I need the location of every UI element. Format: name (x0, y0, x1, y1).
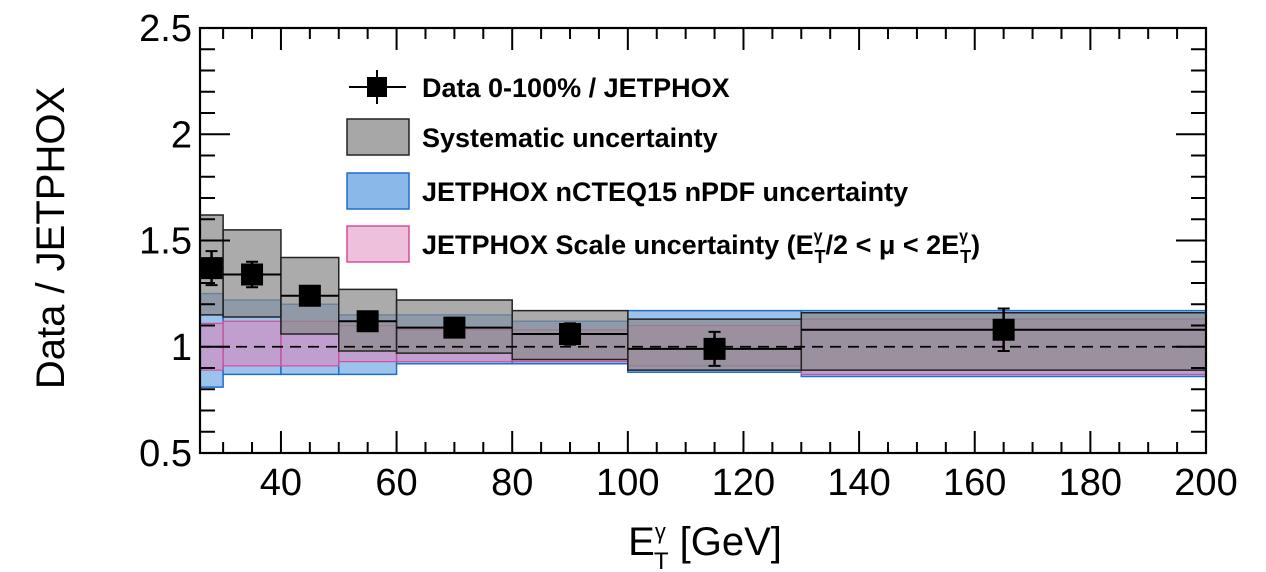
scale-label-gamma1: γ (814, 228, 823, 245)
x-axis-label-sup: γ (655, 519, 666, 544)
x-tick-label-160: 160 (943, 462, 1006, 504)
legend: Data 0-100% / JETPHOX Systematic uncerta… (346, 70, 980, 267)
legend-data-marker (367, 77, 387, 97)
x-tick-label-40: 40 (260, 462, 302, 504)
scale-label-mid: /2 < μ < 2E (826, 230, 960, 260)
legend-label-scale: JETPHOX Scale uncertainty (Eγ T/2 < μ < 2… (422, 228, 980, 267)
legend-label-npdf: JETPHOX nCTEQ15 nPDF uncertainty (422, 177, 908, 207)
data-marker-6 (703, 337, 726, 360)
legend-entry-data: Data 0-100% / JETPHOX (349, 70, 730, 104)
scale-label-gamma2: γ (959, 228, 968, 245)
data-marker-2 (298, 284, 321, 307)
x-tick-label-80: 80 (491, 462, 533, 504)
legend-swatch-npdf (346, 172, 410, 210)
x-tick-label-180: 180 (1059, 462, 1122, 504)
legend-swatch-scale (346, 225, 410, 263)
axis-ticks: 40 60 80 100 120 140 160 180 200 0.5 1 1.5 2 2.5 (139, 8, 1238, 504)
y-tick-label-0: 0.5 (139, 433, 192, 475)
x-axis-label-main: E (628, 520, 655, 564)
y-tick-label-4: 2.5 (139, 8, 192, 50)
data-marker-5 (559, 323, 582, 345)
y-tick-label-2: 1.5 (139, 221, 192, 263)
x-tick-label-200: 200 (1174, 462, 1237, 504)
scale-label-t2: T (960, 247, 971, 267)
legend-label-data: Data 0-100% / JETPHOX (422, 73, 730, 103)
data-marker-1 (241, 263, 264, 286)
legend-label-systematic: Systematic uncertainty (422, 123, 718, 153)
x-tick-label-100: 100 (596, 462, 659, 504)
data-points (200, 250, 1206, 367)
scale-label-e1: E (796, 230, 814, 260)
x-tick-label-120: 120 (712, 462, 775, 504)
scale-label-prefix: JETPHOX Scale uncertainty ( (422, 230, 796, 260)
y-tick-label-3: 2 (171, 114, 192, 156)
data-marker-4 (443, 316, 466, 339)
scale-label-close: ) (971, 230, 980, 260)
data-marker-0 (200, 257, 223, 280)
y-axis-label: Data / JETPHOX (29, 87, 73, 389)
x-axis-label: Eγ T [GeV] (628, 519, 782, 572)
data-marker-3 (356, 310, 379, 333)
x-axis-label-rest: [GeV] (668, 520, 781, 564)
legend-swatch-systematic (346, 118, 410, 156)
legend-entry-npdf: JETPHOX nCTEQ15 nPDF uncertainty (346, 172, 908, 210)
legend-entry-scale: JETPHOX Scale uncertainty (Eγ T/2 < μ < 2… (346, 225, 980, 267)
x-axis-label-sub: T (654, 548, 669, 572)
scale-label-t1: T (815, 247, 826, 267)
legend-entry-systematic: Systematic uncertainty (346, 118, 718, 156)
x-tick-label-140: 140 (827, 462, 890, 504)
y-tick-label-1: 1 (171, 327, 192, 369)
x-tick-label-60: 60 (375, 462, 417, 504)
data-marker-7 (992, 318, 1015, 341)
scale-band-1 (222, 320, 282, 367)
